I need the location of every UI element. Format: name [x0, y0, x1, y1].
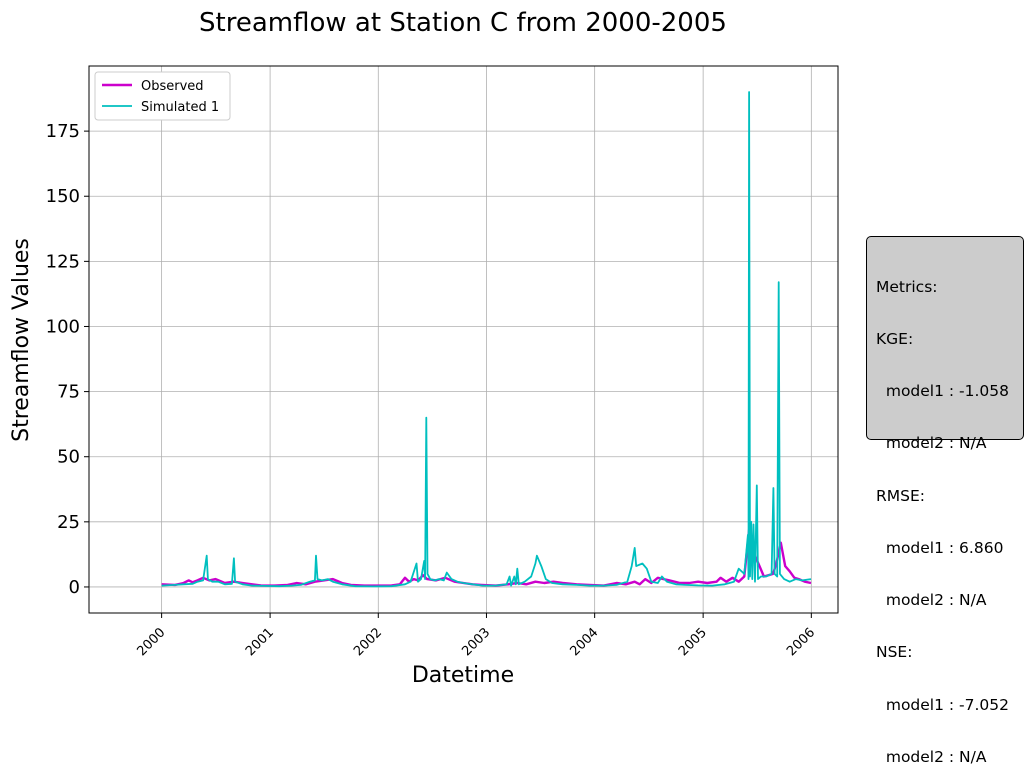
- legend: Observed Simulated 1: [94, 71, 231, 121]
- series-lines: [161, 91, 812, 588]
- x-tick-label: 2002: [351, 625, 385, 659]
- plot-frame: [88, 65, 839, 614]
- metrics-line: model2 : N/A: [876, 434, 987, 453]
- x-tick-label: 2003: [459, 625, 493, 659]
- legend-label-observed: Observed: [141, 79, 204, 94]
- x-tick-label: 2001: [243, 625, 277, 659]
- metrics-line: model2 : N/A: [876, 747, 987, 766]
- metrics-line: RMSE:: [876, 486, 925, 505]
- metrics-line: model2 : N/A: [876, 591, 987, 610]
- y-tick-label: 175: [46, 121, 80, 142]
- streamflow-chart: Streamflow at Station C from 2000-2005 2…: [9, 8, 839, 688]
- y-tick-label: 50: [57, 447, 80, 468]
- y-tick-label: 125: [46, 251, 80, 272]
- y-tick-label: 25: [57, 512, 80, 533]
- legend-label-simulated-1: Simulated 1: [141, 100, 219, 115]
- metrics-line: KGE:: [876, 330, 914, 349]
- y-tick-label: 75: [57, 382, 80, 403]
- metrics-line: model1 : -7.052: [876, 695, 1010, 714]
- metrics-box: Metrics: KGE: model1 : -1.058 model2 : N…: [866, 236, 1024, 766]
- metrics-line: Metrics:: [876, 277, 938, 296]
- y-tick-label: 150: [46, 186, 80, 207]
- y-tick-label: 100: [46, 316, 80, 337]
- x-tick-label: 2005: [676, 625, 710, 659]
- x-tick-label: 2004: [567, 625, 601, 659]
- chart-title: Streamflow at Station C from 2000-2005: [199, 8, 727, 38]
- x-tick-label: 2000: [134, 625, 168, 659]
- metrics-line: model1 : 6.860: [876, 538, 1004, 557]
- y-tick-label: 0: [69, 577, 80, 598]
- x-tick-label: 2006: [784, 625, 818, 659]
- x-axis-label: Datetime: [412, 663, 514, 688]
- y-axis-label: Streamflow Values: [9, 238, 34, 442]
- metrics-line: NSE:: [876, 643, 913, 662]
- metrics-line: model1 : -1.058: [876, 382, 1010, 401]
- series-line-simulated-1: [161, 91, 812, 588]
- grid: [89, 66, 838, 613]
